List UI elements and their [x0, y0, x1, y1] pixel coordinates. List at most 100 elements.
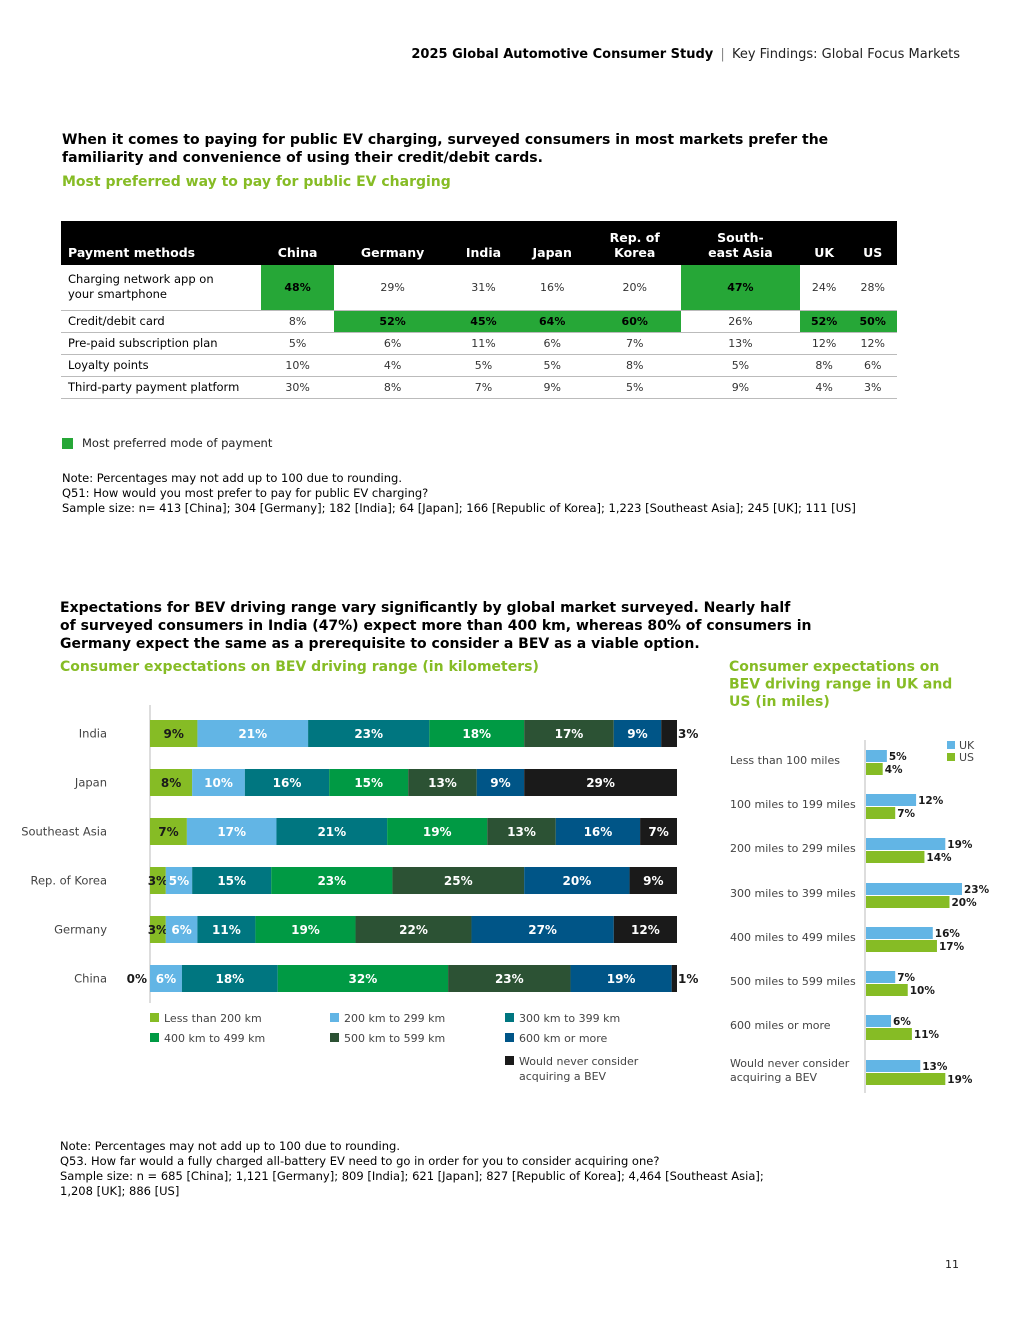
bar-segment — [192, 867, 272, 894]
legend-label: acquiring a BEV — [519, 1070, 607, 1083]
segment-label: 19% — [607, 972, 636, 986]
table-cell: 45% — [451, 310, 516, 333]
bar-segment — [276, 818, 388, 845]
section1-headline: When it comes to paying for public EV ch… — [62, 131, 828, 167]
bar-value-label: 10% — [910, 985, 936, 997]
segment-label: 3% — [148, 874, 168, 888]
table-cell: 5% — [680, 354, 800, 377]
headline-line: When it comes to paying for public EV ch… — [62, 132, 829, 148]
category-label: China — [74, 972, 107, 986]
column-header-line: US — [863, 245, 883, 260]
bar-segment — [524, 769, 677, 796]
legend-swatch — [62, 438, 73, 449]
segment-label: 23% — [317, 874, 346, 888]
table-cell: 3% — [848, 376, 897, 399]
column-header-line: Germany — [360, 245, 425, 260]
bar-segment — [408, 769, 477, 796]
segment-label: 9% — [643, 874, 663, 888]
table-cell: 60% — [588, 310, 681, 333]
bar-value-label: 11% — [914, 1029, 940, 1041]
segment-label: 21% — [238, 727, 267, 741]
table-cell: 64% — [515, 310, 589, 333]
note-line: Q53. How far would a fully charged all-b… — [60, 1154, 660, 1168]
category-label: India — [79, 727, 107, 741]
page-number: 11 — [945, 1258, 959, 1271]
headline-line: of surveyed consumers in India (47%) exp… — [60, 618, 812, 634]
column-header: Payment methods — [61, 221, 261, 265]
segment-label: 15% — [217, 874, 246, 888]
category-label: Japan — [74, 776, 107, 790]
bar-value-label: 19% — [947, 1074, 973, 1086]
uk-bar — [866, 1015, 892, 1027]
category-label: Would never consider — [730, 1057, 850, 1070]
bar-value-label: 14% — [926, 852, 952, 864]
table-cell: 8% — [799, 354, 849, 377]
table-cell: 30% — [261, 376, 335, 399]
table-cell: 47% — [680, 265, 800, 311]
segment-label: 25% — [444, 874, 473, 888]
bar-segment — [197, 916, 256, 943]
segment-label: 29% — [586, 776, 615, 790]
category-label: 600 miles or more — [730, 1019, 831, 1032]
column-header-line: Japan — [532, 245, 572, 260]
miles-title-line: BEV driving range in UK and — [729, 677, 952, 693]
header-separator: | — [720, 47, 725, 62]
category-label: Southeast Asia — [21, 825, 107, 839]
column-header: Rep. of Korea — [588, 221, 681, 265]
table-cell: 4% — [799, 376, 849, 399]
bar-segment — [150, 720, 198, 747]
segment-label: 7% — [648, 825, 668, 839]
table-cell: 52% — [334, 310, 452, 333]
category-label: 400 miles to 499 miles — [730, 931, 856, 944]
table-cell: 9% — [515, 376, 589, 399]
legend-swatch — [330, 1033, 339, 1042]
column-header-line: UK — [814, 245, 835, 260]
column-header-line: Rep. of — [609, 230, 660, 245]
bar-segment — [476, 769, 525, 796]
segment-label: 17% — [217, 825, 246, 839]
bar-segment — [640, 818, 677, 845]
segment-label: 19% — [291, 923, 320, 937]
column-header: US — [848, 221, 897, 265]
segment-label: 32% — [349, 972, 378, 986]
us-bar — [866, 807, 896, 819]
segment-label: 22% — [399, 923, 428, 937]
table-cell: 26% — [680, 310, 800, 333]
legend-label: UK — [959, 739, 975, 752]
section2-notes: Note: Percentages may not add up to 100 … — [60, 1139, 764, 1199]
column-header-line: east Asia — [708, 245, 773, 260]
legend-swatch — [505, 1033, 514, 1042]
bar-value-label: 12% — [918, 795, 944, 807]
segment-label: 13% — [507, 825, 536, 839]
section1-subhead: Most preferred way to pay for public EV … — [62, 174, 451, 190]
bar-segment — [392, 867, 525, 894]
bar-segment — [150, 769, 193, 796]
table-cell: 5% — [451, 354, 516, 377]
us-bar — [866, 984, 908, 996]
table-row: Loyalty points 10% 4% 5% 5% 8% 5% 8% 6% — [61, 354, 897, 377]
bar-segment — [355, 916, 472, 943]
miles-grouped-bar-chart: Less than 100 miles 5%4% 100 miles to 199 … — [730, 739, 990, 1093]
segment-label: 21% — [317, 825, 346, 839]
bar-segment — [524, 867, 630, 894]
bar-value-label: 6% — [893, 1016, 911, 1028]
headline-line: familiarity and convenience of using the… — [62, 150, 543, 166]
bar-segment — [329, 769, 409, 796]
row-label: Third-party payment platform — [61, 376, 261, 399]
us-bar — [866, 851, 925, 863]
bar-value-label: 5% — [889, 751, 907, 763]
note-line: 1,208 [UK]; 886 [US] — [60, 1184, 180, 1198]
bar-value-label: 4% — [885, 764, 903, 776]
table-cell: 12% — [799, 332, 849, 355]
table-cell: 5% — [515, 354, 589, 377]
row-label: Pre-paid subscription plan — [61, 332, 261, 355]
note-line: Q51: How would you most prefer to pay fo… — [62, 486, 429, 500]
payment-methods-table: Payment methods China Germany India Japan Rep… — [61, 221, 897, 399]
table-cell: 9% — [680, 376, 800, 399]
bar-segment — [429, 720, 525, 747]
table-cell: 48% — [261, 265, 335, 311]
bar-value-label: 23% — [964, 884, 990, 896]
miles-title-line: Consumer expectations on — [729, 659, 939, 675]
bar-segment — [471, 916, 614, 943]
table-cell: 28% — [848, 265, 897, 311]
